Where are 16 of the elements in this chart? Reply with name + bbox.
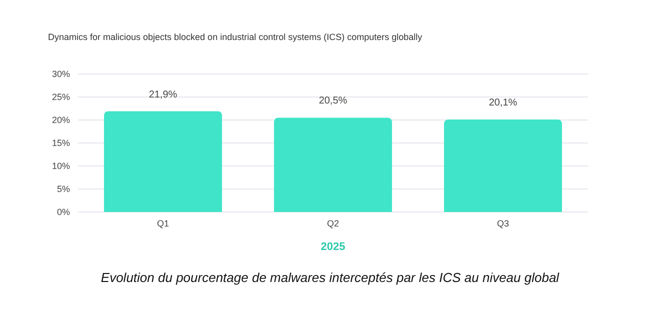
chart-title: Dynamics for malicious objects blocked on industrial control systems (ICS) computers globally: [47, 31, 424, 44]
data-label: 20,1%: [488, 98, 518, 109]
x-tick-label: Q3: [496, 218, 510, 228]
y-tick-label: 5%: [56, 184, 70, 194]
text: Evolution du pourcentage de malwares interceptés par les ICS au niveau global: [100, 270, 560, 285]
data-label: 21,9%: [148, 89, 178, 100]
y-tick-label: 10%: [52, 161, 70, 172]
y-tick-label: 25%: [52, 92, 70, 102]
x-tick-label: Q2: [326, 218, 340, 228]
y-tick-label: 0%: [56, 207, 70, 218]
x-axis-title: 2025: [320, 241, 346, 253]
y-tick-label: 20%: [52, 115, 70, 126]
data-label: 20,5%: [318, 96, 348, 107]
x-tick-label: Q1: [156, 218, 170, 228]
y-tick-label: 15%: [52, 138, 70, 148]
y-tick-label: 30%: [52, 69, 70, 80]
